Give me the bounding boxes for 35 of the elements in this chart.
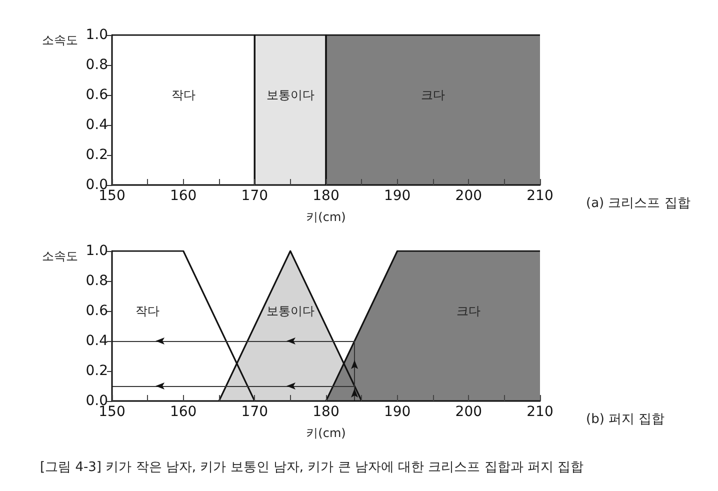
x-tick-label: 170 — [241, 188, 268, 204]
x-tick-label: 210 — [526, 188, 554, 204]
text: (a) 크리스프 집합 — [586, 195, 690, 212]
x-tick-label: 170 — [241, 404, 268, 420]
x-axis-title: 키(cm) — [306, 210, 346, 224]
y-tick-label: 0.2 — [86, 363, 108, 379]
x-tick-label: 190 — [384, 188, 411, 204]
x-tick-label: 160 — [170, 188, 197, 204]
y-tick-label: 1.0 — [86, 243, 108, 259]
y-tick-label: 0.6 — [86, 303, 108, 319]
text: [그림 4-3] 키가 작은 남자, 키가 보통인 남자, 키가 큰 남자에 대한 크리스프 집합과 퍼지 집합 — [40, 459, 584, 476]
y-tick-label: 0.4 — [86, 333, 108, 349]
series-label: 작다 — [136, 304, 160, 318]
x-tick-label: 180 — [312, 188, 340, 204]
y-tick-label: 0.4 — [86, 117, 108, 133]
y-tick-label: 0.6 — [86, 87, 108, 103]
y-tick-label: 0.8 — [86, 273, 108, 289]
y-tick-label: 0.8 — [86, 57, 108, 73]
text: (b) 퍼지 집합 — [586, 411, 665, 428]
series-label: 크다 — [421, 88, 445, 102]
x-tick-label: 190 — [384, 404, 411, 420]
y-tick-label: 0.2 — [86, 147, 108, 163]
series-label: 보통이다 — [266, 88, 314, 102]
x-tick-label: 160 — [170, 404, 197, 420]
series-label: 크다 — [456, 304, 481, 318]
y-tick-label: 1.0 — [86, 27, 108, 43]
series-label: 보통이다 — [266, 304, 314, 318]
x-axis-title: 키(cm) — [306, 426, 346, 440]
x-tick-label: 200 — [455, 404, 482, 420]
x-tick-label: 210 — [526, 404, 554, 420]
x-tick-label: 180 — [312, 404, 340, 420]
y-axis-title: 소속도 — [42, 33, 78, 47]
y-axis-title: 소속도 — [42, 249, 78, 263]
series-label: 작다 — [171, 88, 196, 102]
x-tick-label: 200 — [455, 188, 482, 204]
